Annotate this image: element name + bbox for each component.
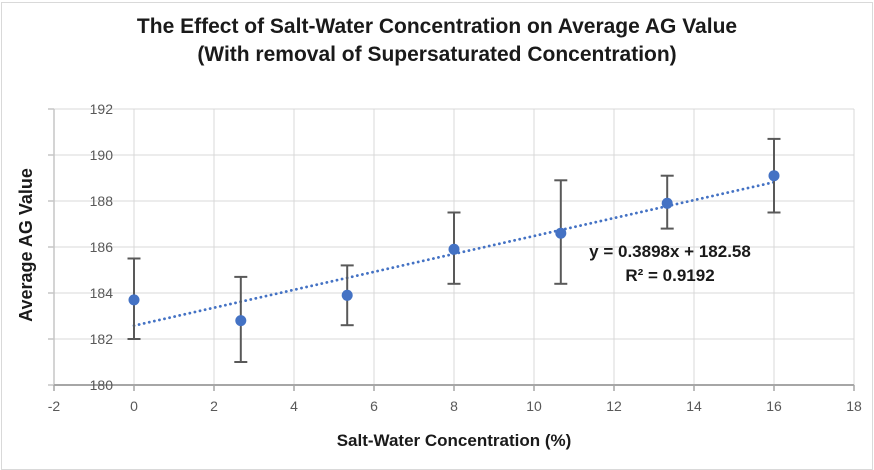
x-axis-title: Salt-Water Concentration (%) xyxy=(336,431,572,450)
trendline-equation: y = 0.3898x + 182.58 R² = 0.9192 xyxy=(520,240,820,288)
data-point xyxy=(661,197,673,209)
y-tick-label: 188 xyxy=(90,193,114,209)
x-tick-label: 8 xyxy=(450,398,458,414)
x-tick-label: 16 xyxy=(766,398,782,414)
data-point xyxy=(448,243,460,255)
error-bars xyxy=(127,137,781,363)
x-tick-label: 4 xyxy=(290,398,298,414)
x-tick-label: 14 xyxy=(686,398,702,414)
y-tick-label: 190 xyxy=(90,147,114,163)
chart-title: The Effect of Salt-Water Concentration o… xyxy=(0,13,874,69)
y-tick-label: 192 xyxy=(90,101,114,117)
r-squared-text: R² = 0.9192 xyxy=(625,266,715,285)
equation-text: y = 0.3898x + 182.58 xyxy=(589,242,751,261)
x-tick-label: 18 xyxy=(846,398,862,414)
x-tick-label: 0 xyxy=(130,398,138,414)
y-tick-label: 182 xyxy=(90,331,114,347)
data-point xyxy=(341,289,353,301)
data-point xyxy=(555,227,567,239)
y-tick-label: 186 xyxy=(90,239,114,255)
data-point xyxy=(235,315,247,327)
axes xyxy=(48,108,855,391)
x-tick-label: 6 xyxy=(370,398,378,414)
data-series xyxy=(128,170,780,327)
x-tick-label: -2 xyxy=(48,398,61,414)
data-point xyxy=(128,294,140,306)
x-tick-label: 10 xyxy=(526,398,542,414)
data-point xyxy=(768,170,780,182)
x-tick-label: 12 xyxy=(606,398,622,414)
gridlines xyxy=(53,108,855,386)
chart-title-line1: The Effect of Salt-Water Concentration o… xyxy=(136,15,738,38)
y-tick-label: 180 xyxy=(90,377,114,393)
tick-labels: 180 182 184 186 188 190 192 -2 0 2 4 6 8 10 12 14 16 18 xyxy=(48,101,862,414)
y-tick-label: 184 xyxy=(90,285,114,301)
x-tick-label: 2 xyxy=(210,398,218,414)
chart-title-line2: (With removal of Supersaturated Concentr… xyxy=(197,43,677,66)
